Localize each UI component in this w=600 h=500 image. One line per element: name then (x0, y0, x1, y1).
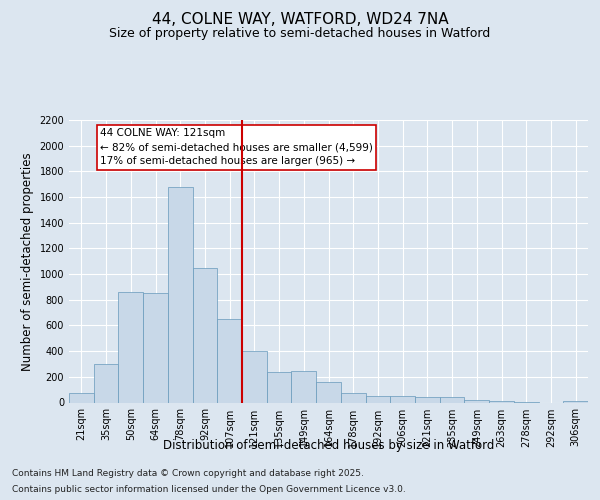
Bar (143, 294, 168, 403)
Text: Distribution of semi-detached houses by size in Watford: Distribution of semi-detached houses by … (163, 439, 494, 452)
Bar (217, 319, 242, 402)
Bar (94, 364, 118, 403)
Bar (316, 382, 341, 402)
Text: 44 COLNE WAY: 121sqm
← 82% of semi-detached houses are smaller (4,599)
17% of se: 44 COLNE WAY: 121sqm ← 82% of semi-detac… (100, 128, 373, 166)
Text: Contains public sector information licensed under the Open Government Licence v3: Contains public sector information licen… (12, 485, 406, 494)
Bar (168, 187, 193, 402)
Bar (242, 351, 267, 403)
Bar (390, 396, 415, 402)
Text: Size of property relative to semi-detached houses in Watford: Size of property relative to semi-detach… (109, 28, 491, 40)
Text: Contains HM Land Registry data © Crown copyright and database right 2025.: Contains HM Land Registry data © Crown c… (12, 469, 364, 478)
Bar (563, 401, 588, 402)
Bar (267, 372, 292, 402)
Bar (118, 292, 143, 403)
Bar (464, 400, 489, 402)
Bar (415, 396, 440, 402)
Text: 44, COLNE WAY, WATFORD, WD24 7NA: 44, COLNE WAY, WATFORD, WD24 7NA (152, 12, 448, 28)
Bar (365, 396, 390, 402)
Bar (69, 393, 94, 402)
Bar (292, 371, 316, 402)
Bar (193, 268, 217, 402)
Y-axis label: Number of semi-detached properties: Number of semi-detached properties (21, 152, 34, 370)
Bar (440, 396, 464, 402)
Bar (341, 393, 365, 402)
Bar (489, 401, 514, 402)
